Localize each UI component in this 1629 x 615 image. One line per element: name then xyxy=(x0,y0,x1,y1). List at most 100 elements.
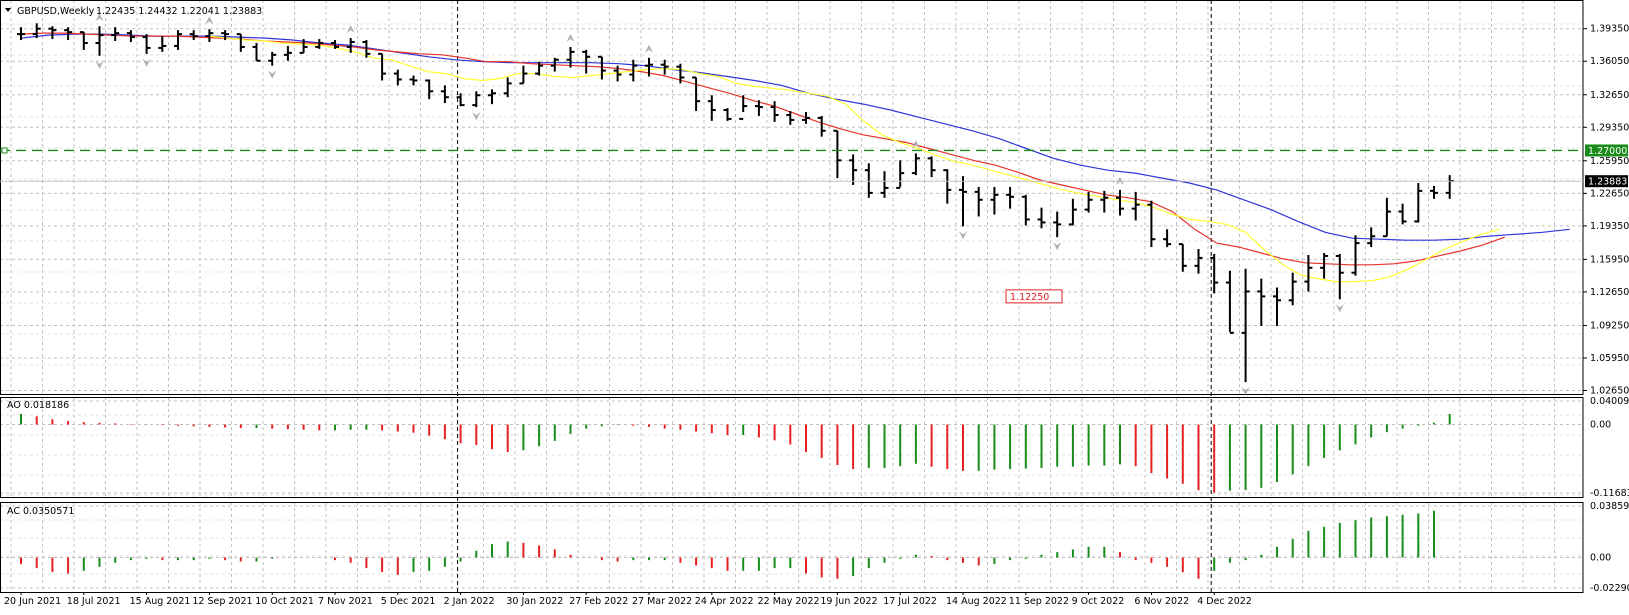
price-bar xyxy=(32,23,41,39)
date-tick-label: 19 Jun 2022 xyxy=(820,596,877,607)
price-bar xyxy=(393,69,402,86)
date-tick-label: 6 Nov 2022 xyxy=(1134,596,1189,607)
price-bar xyxy=(645,57,653,77)
price-bar xyxy=(959,176,967,227)
price-bar xyxy=(331,40,339,49)
price-bar xyxy=(1351,235,1360,276)
price-tick-label: 1.36050 xyxy=(1590,56,1629,67)
price-bar xyxy=(1006,186,1015,209)
price-bar xyxy=(472,91,481,108)
price-bar xyxy=(48,26,57,40)
price-bar xyxy=(174,30,182,50)
fractal-down-marker xyxy=(268,70,277,79)
price-bar xyxy=(707,95,716,121)
price-bar xyxy=(1367,227,1376,248)
price-bar xyxy=(754,100,763,116)
price-bar xyxy=(158,36,167,52)
price-bar xyxy=(1116,189,1124,216)
fractal-up-marker xyxy=(645,44,653,53)
price-tick-label: 1.12650 xyxy=(1590,287,1629,298)
price-bar xyxy=(283,45,292,61)
date-tick-label: 27 Feb 2022 xyxy=(569,596,628,607)
price-bar xyxy=(1382,197,1391,238)
price-bar xyxy=(1210,253,1219,294)
price-bar xyxy=(535,61,544,76)
fractal-down-marker xyxy=(1241,387,1250,396)
date-tick-label: 30 Jan 2022 xyxy=(506,596,563,607)
price-tick-label: 1.19350 xyxy=(1590,221,1629,232)
price-bar xyxy=(786,111,795,125)
price-bar xyxy=(425,79,434,100)
price-bar xyxy=(864,163,873,198)
price-bar xyxy=(676,63,685,84)
ma-slow-line xyxy=(20,33,1570,241)
date-tick-label: 9 Oct 2022 xyxy=(1072,596,1125,607)
price-bar xyxy=(723,108,732,121)
fractal-up-marker xyxy=(95,13,104,22)
price-tick-label: 1.25950 xyxy=(1590,156,1629,167)
price-bar xyxy=(268,51,277,66)
fractal-down-marker xyxy=(1053,242,1062,251)
price-bar xyxy=(1288,272,1297,306)
fractal-up-marker xyxy=(566,33,575,42)
price-bar xyxy=(1100,190,1109,213)
price-bar xyxy=(1147,200,1156,248)
price-bar xyxy=(409,75,418,86)
price-bar xyxy=(205,29,214,43)
price-bar xyxy=(1178,243,1187,272)
price-bar xyxy=(629,59,638,82)
date-tick-label: 17 Jul 2022 xyxy=(883,596,937,607)
date-tick-label: 4 Dec 2022 xyxy=(1197,596,1252,607)
price-bar xyxy=(1304,254,1313,292)
low-price-label[interactable]: 1.12250 xyxy=(1005,289,1063,304)
date-tick-label: 18 Jul 2021 xyxy=(67,596,121,607)
price-bar xyxy=(613,65,622,82)
price-bar xyxy=(1163,229,1172,248)
price-bar xyxy=(896,160,905,189)
date-tick-label: 5 Dec 2021 xyxy=(381,596,436,607)
ao-tick-label: 0.00 xyxy=(1590,420,1611,431)
price-bar xyxy=(802,112,810,124)
date-tick-label: 24 Apr 2022 xyxy=(695,596,754,607)
price-bar xyxy=(1398,203,1407,225)
price-bar xyxy=(1084,191,1093,213)
level-line-handle[interactable] xyxy=(1,147,8,154)
date-tick-label: 11 Sep 2022 xyxy=(1009,596,1069,607)
price-bar xyxy=(582,49,591,74)
price-bar xyxy=(64,27,73,41)
svg-text:1.27000: 1.27000 xyxy=(1588,146,1627,157)
price-bar xyxy=(95,26,104,56)
horizontal-lines[interactable] xyxy=(0,147,1583,182)
price-bar xyxy=(770,101,779,122)
price-bar xyxy=(739,95,748,120)
price-bar xyxy=(362,40,371,58)
price-bar xyxy=(943,169,952,204)
price-bars xyxy=(17,23,1454,383)
ohlc-readout: 1.22435 1.24432 1.22041 1.23883 xyxy=(96,6,262,17)
price-bar xyxy=(1430,185,1438,199)
price-bar xyxy=(817,115,826,137)
price-bar xyxy=(236,33,245,52)
ao-tick-label: 0.040093 xyxy=(1590,396,1629,407)
fractal-up-marker xyxy=(205,16,214,25)
price-bar xyxy=(692,76,701,112)
price-bar xyxy=(488,89,496,105)
ao-tick-label: -0.116833 xyxy=(1590,488,1629,499)
price-bar xyxy=(911,153,920,176)
symbol-title: GBPUSD,Weekly xyxy=(17,6,95,17)
price-bar xyxy=(990,186,999,215)
price-bar xyxy=(1068,198,1077,226)
date-tick-label: 12 Sep 2021 xyxy=(192,596,252,607)
price-bar xyxy=(974,186,983,217)
level-price-label[interactable]: 1.27000 xyxy=(1585,144,1628,157)
ma-fast-line xyxy=(209,35,1500,283)
price-bar xyxy=(503,77,512,98)
price-bar xyxy=(111,27,120,42)
ac-title: AC 0.0350571 xyxy=(7,506,74,517)
price-bar xyxy=(1241,268,1250,383)
price-bar xyxy=(346,38,355,53)
triangle-down-icon[interactable] xyxy=(5,8,11,12)
moving-averages xyxy=(20,32,1570,283)
